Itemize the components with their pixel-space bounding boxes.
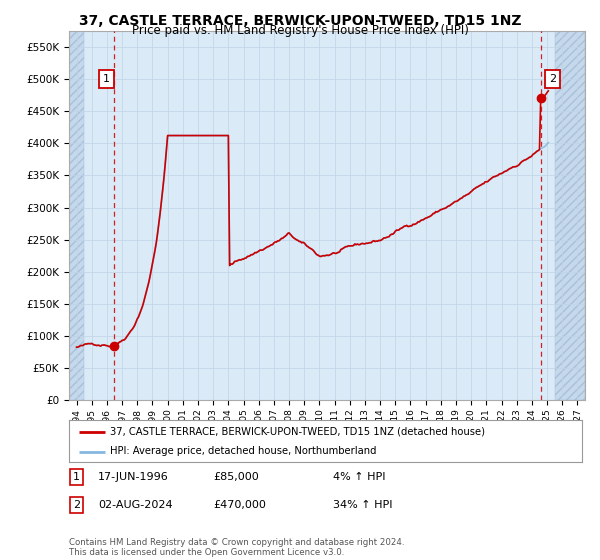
Text: 2: 2 <box>549 74 556 84</box>
Text: 4% ↑ HPI: 4% ↑ HPI <box>333 472 386 482</box>
Text: £85,000: £85,000 <box>213 472 259 482</box>
Text: Price paid vs. HM Land Registry's House Price Index (HPI): Price paid vs. HM Land Registry's House … <box>131 24 469 37</box>
Text: 2: 2 <box>73 500 80 510</box>
Text: 1: 1 <box>103 74 110 84</box>
Text: HPI: Average price, detached house, Northumberland: HPI: Average price, detached house, Nort… <box>110 446 377 456</box>
Text: 34% ↑ HPI: 34% ↑ HPI <box>333 500 392 510</box>
Text: £470,000: £470,000 <box>213 500 266 510</box>
Text: 37, CASTLE TERRACE, BERWICK-UPON-TWEED, TD15 1NZ: 37, CASTLE TERRACE, BERWICK-UPON-TWEED, … <box>79 14 521 28</box>
Bar <box>69 31 84 400</box>
Text: 02-AUG-2024: 02-AUG-2024 <box>98 500 172 510</box>
Text: 37, CASTLE TERRACE, BERWICK-UPON-TWEED, TD15 1NZ (detached house): 37, CASTLE TERRACE, BERWICK-UPON-TWEED, … <box>110 427 485 437</box>
Text: 17-JUN-1996: 17-JUN-1996 <box>98 472 169 482</box>
Bar <box>554 31 585 400</box>
Text: 1: 1 <box>73 472 80 482</box>
Text: Contains HM Land Registry data © Crown copyright and database right 2024.
This d: Contains HM Land Registry data © Crown c… <box>69 538 404 557</box>
